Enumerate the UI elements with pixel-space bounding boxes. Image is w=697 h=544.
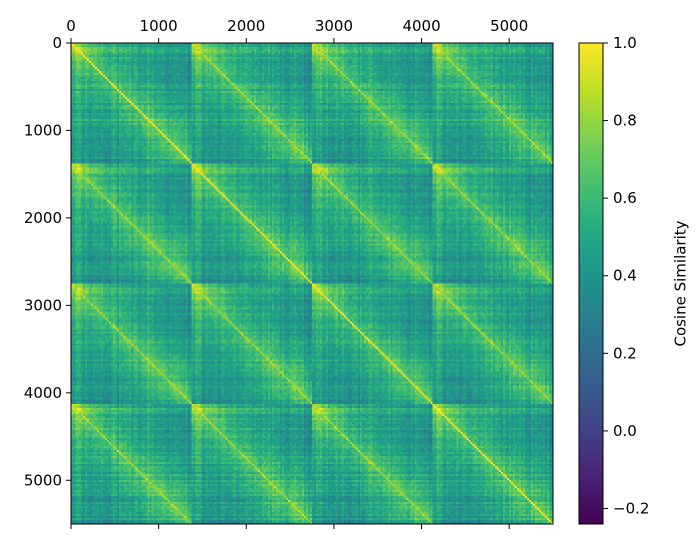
- heatmap-image: [71, 43, 553, 524]
- colorbar-tick-label: 0.4: [613, 267, 637, 285]
- heatmap-frame: [70, 42, 554, 525]
- colorbar-tick-label: 1.0: [613, 34, 637, 52]
- colorbar-tick-label: 0.2: [613, 344, 637, 362]
- colorbar-label: Cosine Similarity: [672, 220, 690, 346]
- y-tick-label: 2000: [24, 209, 62, 227]
- y-tick-label: 5000: [24, 471, 62, 489]
- y-tick-label: 4000: [24, 384, 62, 402]
- y-tick-label: 1000: [24, 121, 62, 139]
- colorbar-tick-label: 0.8: [613, 112, 637, 130]
- heatmap: [70, 42, 554, 525]
- colorbar: −0.2 0.0 0.2 0.4 0.6 0.8 1.0 Cosine Similarity: [578, 34, 690, 525]
- y-axis: 0 1000 2000 3000 4000 5000: [24, 34, 71, 489]
- colorbar-ticks: −0.2 0.0 0.2 0.4 0.6 0.8 1.0: [603, 34, 649, 517]
- colorbar-tick-label: 0.0: [613, 422, 637, 440]
- x-tick-label: 5000: [490, 17, 528, 35]
- x-tick-label: 4000: [402, 17, 440, 35]
- colorbar-tick-label: 0.6: [613, 189, 637, 207]
- y-tick-label: 3000: [24, 296, 62, 314]
- x-tick-label: 2000: [227, 17, 265, 35]
- colorbar-tick-label: −0.2: [613, 499, 649, 517]
- x-tick-label: 0: [66, 17, 76, 35]
- x-tick-label: 1000: [140, 17, 178, 35]
- colorbar-gradient: [578, 42, 604, 525]
- y-tick-label: 0: [52, 34, 62, 52]
- x-axis: 0 1000 2000 3000 4000 5000: [66, 17, 528, 529]
- x-tick-label: 3000: [315, 17, 353, 35]
